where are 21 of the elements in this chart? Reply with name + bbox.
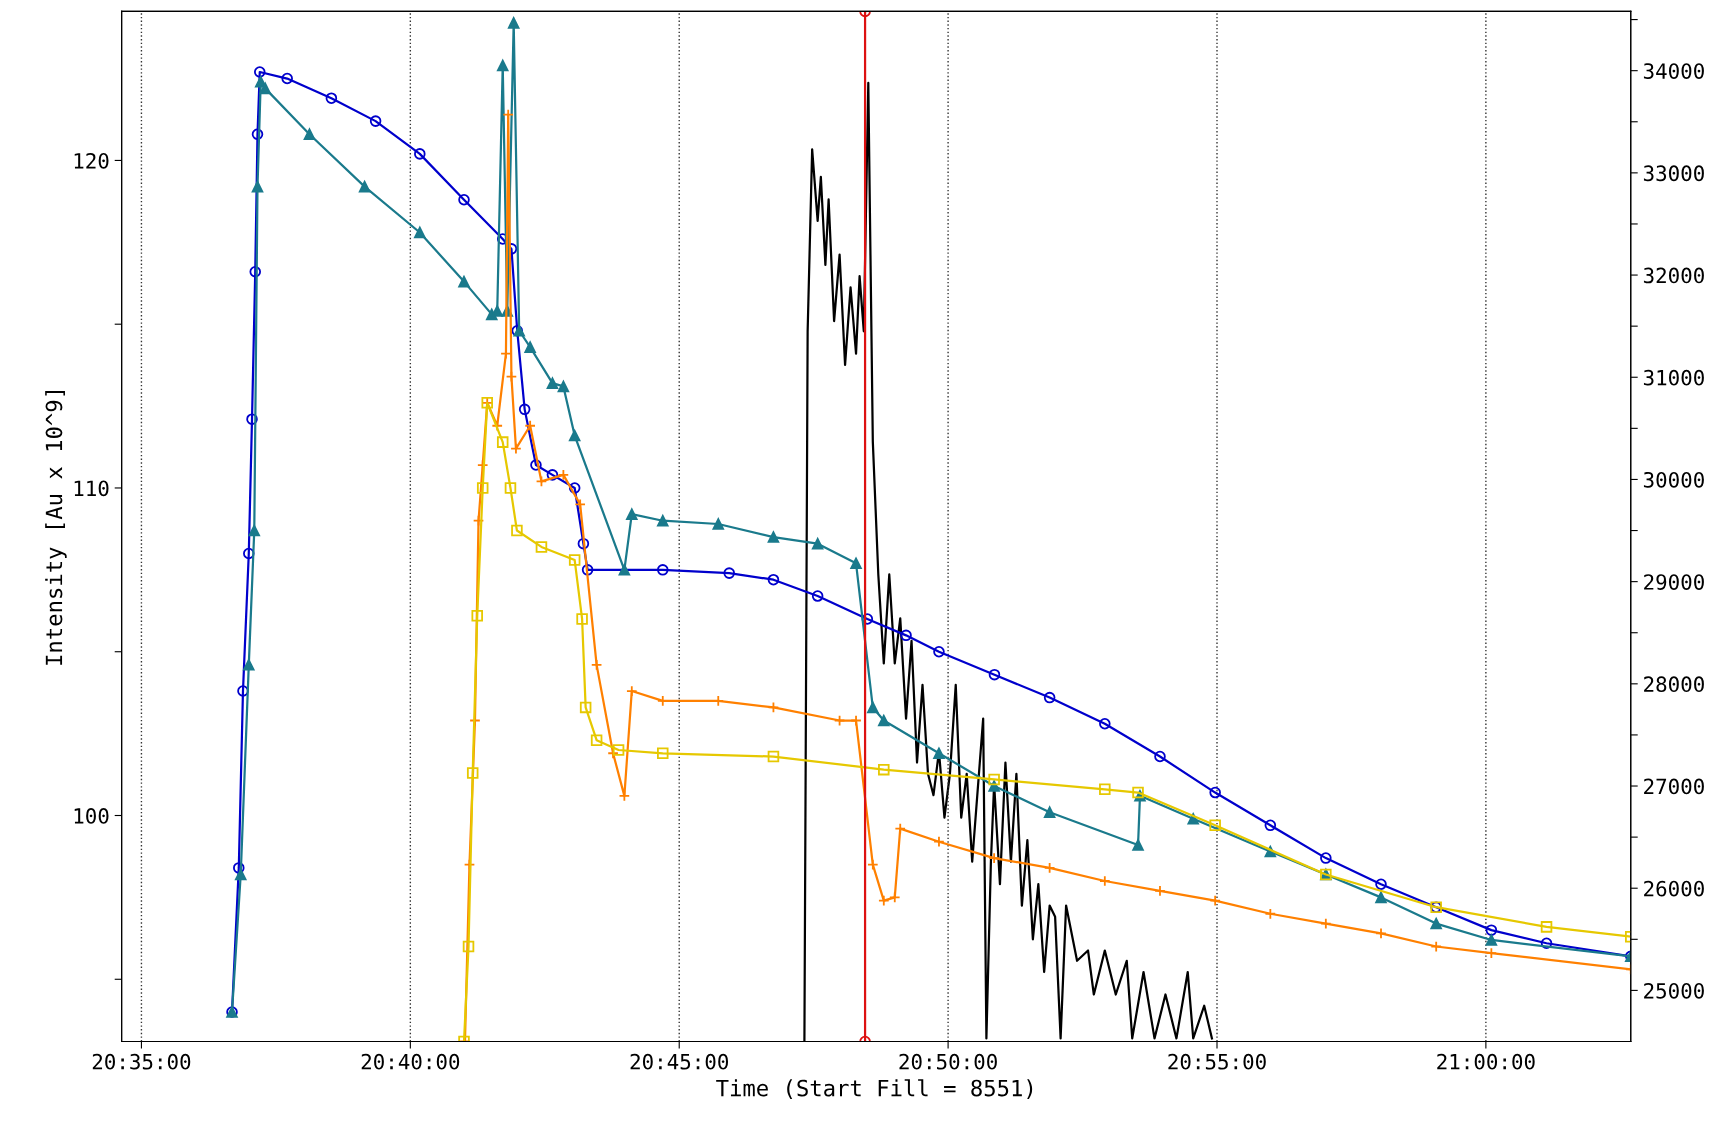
x-tick-label: 21:00:00 [1437, 1053, 1535, 1070]
y2-tick-label: 33000 [1643, 165, 1704, 182]
y-tick-label: 100 [74, 808, 109, 824]
y-axis-title: Intensity [Au x 10^9] [45, 390, 67, 665]
y2-tick-label: 29000 [1644, 574, 1704, 590]
y2-tick-label: 27000 [1644, 778, 1704, 795]
x-tick-label: 20:35:00 [92, 1053, 191, 1070]
y2-tick-label: 28000 [1644, 676, 1704, 693]
y2-tick-label: 32000 [1643, 267, 1704, 284]
y2-tick-label: 25000 [1644, 982, 1704, 999]
x-axis-title: Time (Start Fill = 8551) [716, 1079, 1033, 1100]
y-tick-label: 110 [74, 480, 109, 497]
y-tick-label: 120 [74, 152, 109, 169]
y2-tick-label: 26000 [1644, 880, 1704, 897]
x-tick-label: 20:50:00 [899, 1053, 997, 1070]
x-tick-label: 20:40:00 [361, 1053, 460, 1070]
y2-tick-label: 31000 [1643, 369, 1704, 386]
y2-tick-label: 30000 [1643, 471, 1704, 488]
x-tick-label: 20:55:00 [1168, 1053, 1266, 1070]
y2-tick-label: 34000 [1643, 63, 1704, 79]
x-tick-label: 20:45:00 [630, 1053, 729, 1070]
